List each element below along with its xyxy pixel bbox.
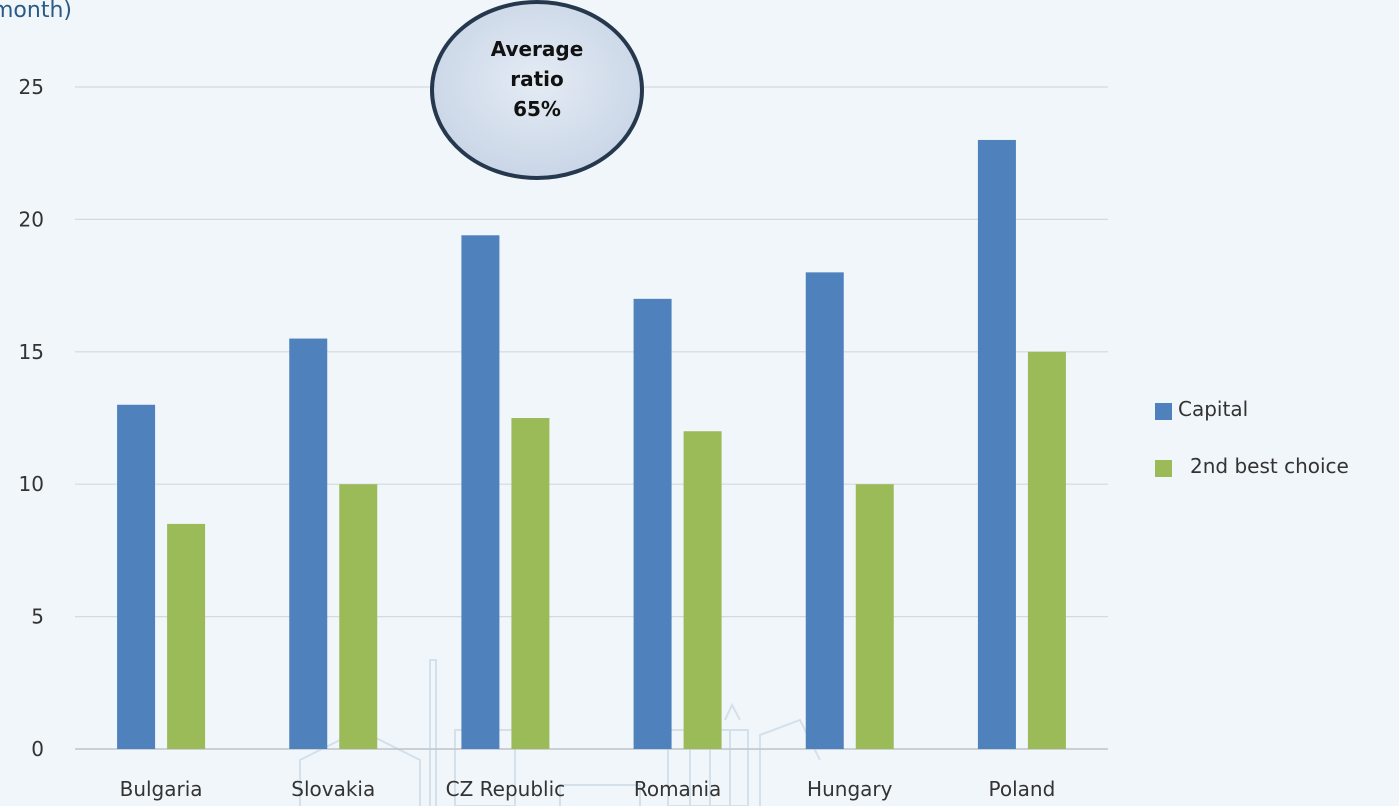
- callout-ellipse: [430, 0, 644, 180]
- y-tick-label: 10: [19, 472, 44, 496]
- bar-capital-slovakia: [289, 338, 328, 749]
- y-axis-unit-label: month): [0, 0, 72, 23]
- legend-label: 2nd best choice: [1190, 454, 1349, 478]
- average-ratio-callout: Average ratio 65%: [428, 0, 646, 184]
- y-tick-label: 15: [19, 340, 44, 364]
- legend-label: Capital: [1178, 397, 1249, 421]
- bar-capital-poland: [977, 139, 1016, 749]
- bar-second-romania: [683, 431, 722, 749]
- x-tick-label: Romania: [634, 777, 721, 801]
- bar-second-bulgaria: [167, 523, 206, 749]
- bars: [117, 139, 1066, 750]
- y-tick-label: 5: [31, 605, 44, 629]
- y-tick-label: 25: [19, 75, 44, 99]
- x-tick-label: CZ Republic: [446, 777, 566, 801]
- callout-text: Average ratio 65%: [428, 34, 646, 124]
- bar-second-poland: [1027, 351, 1066, 749]
- x-tick-label: Poland: [989, 777, 1056, 801]
- callout-line: 65%: [513, 97, 561, 121]
- bar-capital-cz-republic: [461, 235, 500, 750]
- x-tick-label: Hungary: [807, 777, 893, 801]
- y-tick-label: 0: [31, 737, 44, 761]
- bar-capital-hungary: [805, 272, 844, 749]
- y-tick-label: 20: [19, 207, 44, 231]
- callout-line: Average: [490, 37, 584, 61]
- bar-second-hungary: [855, 484, 894, 749]
- legend-swatch-capital: [1155, 403, 1172, 420]
- x-tick-label: Slovakia: [291, 777, 375, 801]
- bar-second-cz-republic: [511, 418, 550, 749]
- x-tick-label: Bulgaria: [120, 777, 203, 801]
- bar-second-slovakia: [339, 484, 378, 749]
- axis-labels: 0 5 10 15 20 25 Bulgaria Slovakia CZ Republic Rom…: [19, 75, 1056, 801]
- gridlines: [75, 86, 1108, 750]
- bar-capital-romania: [633, 298, 672, 749]
- bar-capital-bulgaria: [117, 404, 156, 749]
- callout-line: ratio: [510, 67, 564, 91]
- legend-swatch-second: [1155, 460, 1172, 477]
